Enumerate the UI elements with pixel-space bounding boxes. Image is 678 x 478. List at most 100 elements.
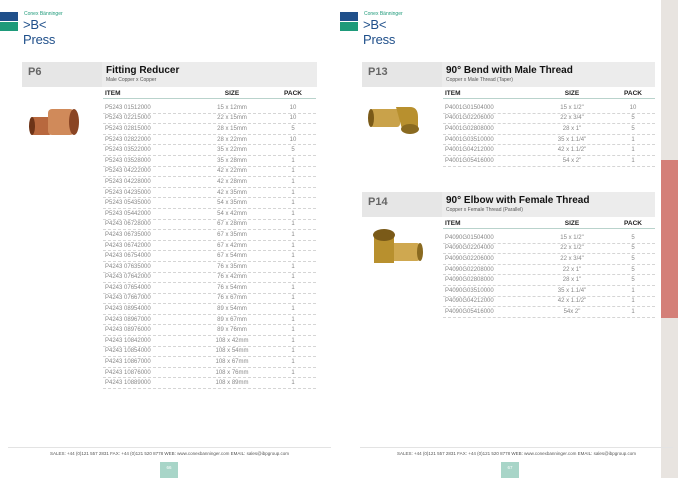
item-size: 89 x 67mm xyxy=(217,316,247,323)
item-code: P4090G01504000 xyxy=(445,234,494,241)
item-pack: 1 xyxy=(291,231,295,238)
item-pack: 5 xyxy=(631,234,635,241)
item-pack: 1 xyxy=(631,157,635,164)
item-code: P5243 02215000 xyxy=(105,115,151,122)
table-row: P4243 08967000 89 x 67mm 1 xyxy=(103,315,316,326)
item-code: P4243 10876000 xyxy=(105,369,151,376)
item-size: 76 x 35mm xyxy=(217,263,247,270)
item-pack: 10 xyxy=(289,136,297,143)
item-size: 22 x 1" xyxy=(562,266,582,273)
item-size: 35 x 1.1/4" xyxy=(557,287,587,294)
product-image xyxy=(366,97,426,142)
table-row: P4001G03510000 35 x 1.1/4" 1 xyxy=(443,135,655,146)
product-image xyxy=(366,227,426,277)
item-code: P5243 03522000 xyxy=(105,147,151,154)
item-size: 42 x 28mm xyxy=(217,178,247,185)
item-size: 76 x 54mm xyxy=(217,284,247,291)
item-size: 35 x 22mm xyxy=(217,147,247,154)
item-pack: 5 xyxy=(291,125,295,132)
table-row: P4090G02808000 28 x 1" 5 xyxy=(443,275,655,286)
item-code: P4090G04212000 xyxy=(445,298,494,305)
item-pack: 1 xyxy=(291,178,295,185)
item-code: P5243 02822000 xyxy=(105,136,151,143)
item-code: P4090G02208000 xyxy=(445,266,494,273)
item-code: P4243 08967000 xyxy=(105,316,151,323)
table-row: P4243 08976000 89 x 76mm 1 xyxy=(103,325,316,337)
item-pack: 1 xyxy=(631,147,635,154)
item-pack: 1 xyxy=(291,306,295,313)
item-code: P4243 07667000 xyxy=(105,295,151,302)
item-pack: 1 xyxy=(291,337,295,344)
item-pack: 1 xyxy=(291,157,295,164)
item-pack: 5 xyxy=(631,115,635,122)
item-size: 67 x 28mm xyxy=(217,221,247,228)
item-size: 35 x 1.1/4" xyxy=(557,136,587,143)
item-pack: 1 xyxy=(291,189,295,196)
product-header: P6 Fitting Reducer Male Copper x Copper xyxy=(22,62,317,87)
item-pack: 1 xyxy=(291,359,295,366)
table-row: P4243 10876000 108 x 76mm 1 xyxy=(103,368,316,379)
item-code: P4243 10889000 xyxy=(105,380,151,387)
item-size: 67 x 42mm xyxy=(217,242,247,249)
brand-logo: Conex Bänninger >B< Press xyxy=(340,11,420,47)
table-row: P5243 03528000 35 x 28mm 1 xyxy=(103,156,316,167)
item-size: 28 x 1" xyxy=(562,125,582,132)
item-size: 35 x 28mm xyxy=(217,157,247,164)
item-code: P4243 06728000 xyxy=(105,221,151,228)
table-row: P4243 06754000 67 x 54mm 1 xyxy=(103,251,316,262)
item-pack: 1 xyxy=(291,200,295,207)
item-pack: 1 xyxy=(291,168,295,175)
item-size: 67 x 54mm xyxy=(217,253,247,260)
item-size: 108 x 42mm xyxy=(215,337,249,344)
item-pack: 5 xyxy=(631,255,635,262)
item-pack: 10 xyxy=(289,104,297,111)
item-code: P5243 03528000 xyxy=(105,157,151,164)
section-tab[interactable] xyxy=(661,160,678,318)
product-subtitle: Copper x Female Thread (Parallel) xyxy=(446,207,523,213)
table-row: P4001G05416000 54 x 2" 1 xyxy=(443,156,655,167)
table-row: P4090G02208000 22 x 1" 5 xyxy=(443,265,655,276)
item-code: P4090G02204000 xyxy=(445,245,494,252)
table-row: P5243 04235000 42 x 35mm 1 xyxy=(103,188,316,199)
item-pack: 1 xyxy=(631,298,635,305)
item-size: 15 x 1/2" xyxy=(560,234,584,241)
brand-logo: Conex Bänninger >B< Press xyxy=(0,11,80,47)
table-row: P4090G03510000 35 x 1.1/4" 1 xyxy=(443,286,655,297)
table-row: P5243 02215000 22 x 15mm 10 xyxy=(103,114,316,125)
item-pack: 5 xyxy=(631,245,635,252)
item-size: 22 x 3/4" xyxy=(560,255,584,262)
item-code: P4001G03510000 xyxy=(445,136,494,143)
item-pack: 1 xyxy=(291,210,295,217)
item-size: 54 x 42mm xyxy=(217,210,247,217)
item-size: 22 x 15mm xyxy=(217,115,247,122)
item-size: 22 x 3/4" xyxy=(560,115,584,122)
table-row: P4243 06735000 67 x 35mm 1 xyxy=(103,230,316,241)
item-code: P4001G02808000 xyxy=(445,125,494,132)
table-row: P4090G02206000 22 x 3/4" 5 xyxy=(443,254,655,265)
item-pack: 10 xyxy=(629,104,637,111)
table-row: P4243 07635000 76 x 35mm 1 xyxy=(103,262,316,273)
item-size: 89 x 76mm xyxy=(217,327,247,334)
product-title: 90° Elbow with Female Thread xyxy=(446,195,590,206)
table-row: P4001G04212000 42 x 1.1/2" 1 xyxy=(443,145,655,156)
item-code: P4243 07654000 xyxy=(105,284,151,291)
item-size: 15 x 12mm xyxy=(217,104,247,111)
item-pack: 1 xyxy=(631,287,635,294)
product-subtitle: Copper x Male Thread (Taper) xyxy=(446,77,513,83)
item-code: P4090G05416000 xyxy=(445,308,494,315)
item-size: 42 x 1.1/2" xyxy=(557,147,587,154)
product-header: P13 90° Bend with Male Thread Copper x M… xyxy=(362,62,655,87)
item-pack: 1 xyxy=(291,284,295,291)
item-size: 76 x 42mm xyxy=(217,274,247,281)
item-pack: 10 xyxy=(289,115,297,122)
item-size: 108 x 67mm xyxy=(215,359,249,366)
table-row: P5243 05435000 54 x 35mm 1 xyxy=(103,198,316,209)
item-code: P5243 02815000 xyxy=(105,125,151,132)
product-subtitle: Male Copper x Copper xyxy=(106,77,157,83)
product-code: P14 xyxy=(362,192,442,217)
item-code: P4243 06742000 xyxy=(105,242,151,249)
table-row: P5243 04222000 42 x 22mm 1 xyxy=(103,167,316,178)
item-pack: 1 xyxy=(291,369,295,376)
table-row: P4001G02206000 22 x 3/4" 5 xyxy=(443,114,655,125)
item-size: 28 x 1" xyxy=(562,277,582,284)
